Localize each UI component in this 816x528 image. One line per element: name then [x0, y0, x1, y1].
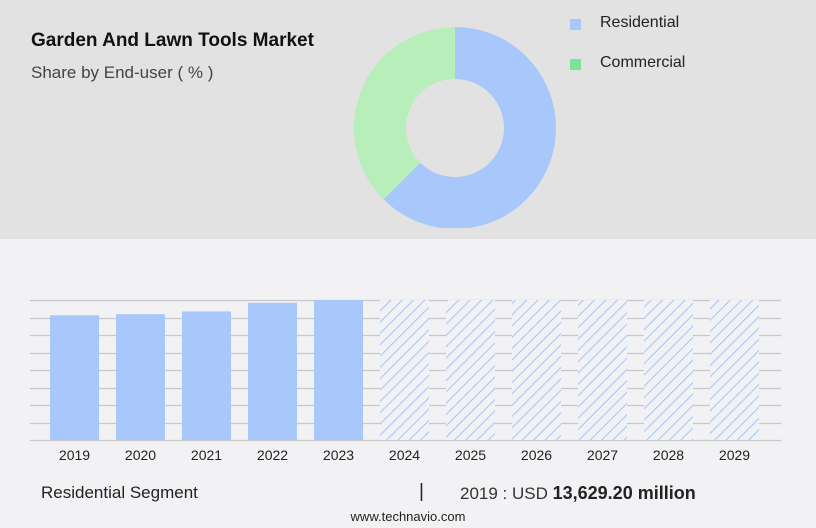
bar-2023: [314, 300, 363, 440]
x-axis-label: 2029: [719, 447, 750, 463]
separator: |: [419, 481, 424, 502]
x-axis-label: 2024: [389, 447, 420, 463]
legend-item-residential: Residential: [570, 14, 790, 36]
bar-2024: [380, 300, 429, 440]
legend-swatch-commercial: [570, 59, 581, 70]
x-axis-label: 2027: [587, 447, 618, 463]
donut-slice-commercial: [353, 27, 455, 200]
value-amount: 13,629.20 million: [552, 483, 696, 503]
segment-label: Residential Segment: [41, 483, 198, 502]
bar-2020: [116, 314, 165, 440]
bar-2028: [644, 300, 693, 440]
x-axis-label: 2019: [59, 447, 90, 463]
x-axis-label: 2022: [257, 447, 288, 463]
donut-slice-residential: [383, 27, 556, 228]
bars: [50, 300, 759, 440]
x-axis-label: 2025: [455, 447, 486, 463]
legend-item-commercial: Commercial: [570, 54, 790, 76]
legend-label: Residential: [600, 14, 680, 31]
bar-2019: [50, 315, 99, 440]
x-axis-label: 2020: [125, 447, 156, 463]
bar-2022: [248, 302, 297, 440]
bar-2027: [578, 300, 627, 440]
x-axis-label: 2028: [653, 447, 684, 463]
value-prefix: 2019 : USD: [460, 484, 548, 503]
bar-2021: [182, 311, 231, 440]
bar-chart: 2019 2020 2021 2022 2023 2024 2025 2026 2027 2028…: [30, 299, 781, 463]
source-url: www.technavio.com: [350, 509, 466, 524]
legend-swatch-residential: [570, 19, 581, 30]
legend-label: Commercial: [600, 54, 686, 71]
donut-chart: [353, 27, 556, 228]
x-axis-label: 2026: [521, 447, 552, 463]
chart-subtitle: Share by End-user ( % ): [31, 63, 214, 82]
chart-title: Garden And Lawn Tools Market: [31, 30, 314, 51]
bar-2026: [512, 300, 561, 440]
segment-value: 2019 : USD 13,629.20 million: [460, 483, 696, 504]
x-axis-labels: 2019 2020 2021 2022 2023 2024 2025 2026 2027 2028…: [59, 447, 750, 463]
bar-2025: [446, 300, 495, 440]
x-axis-label: 2023: [323, 447, 354, 463]
x-axis-label: 2021: [191, 447, 222, 463]
bar-2029: [710, 300, 759, 440]
